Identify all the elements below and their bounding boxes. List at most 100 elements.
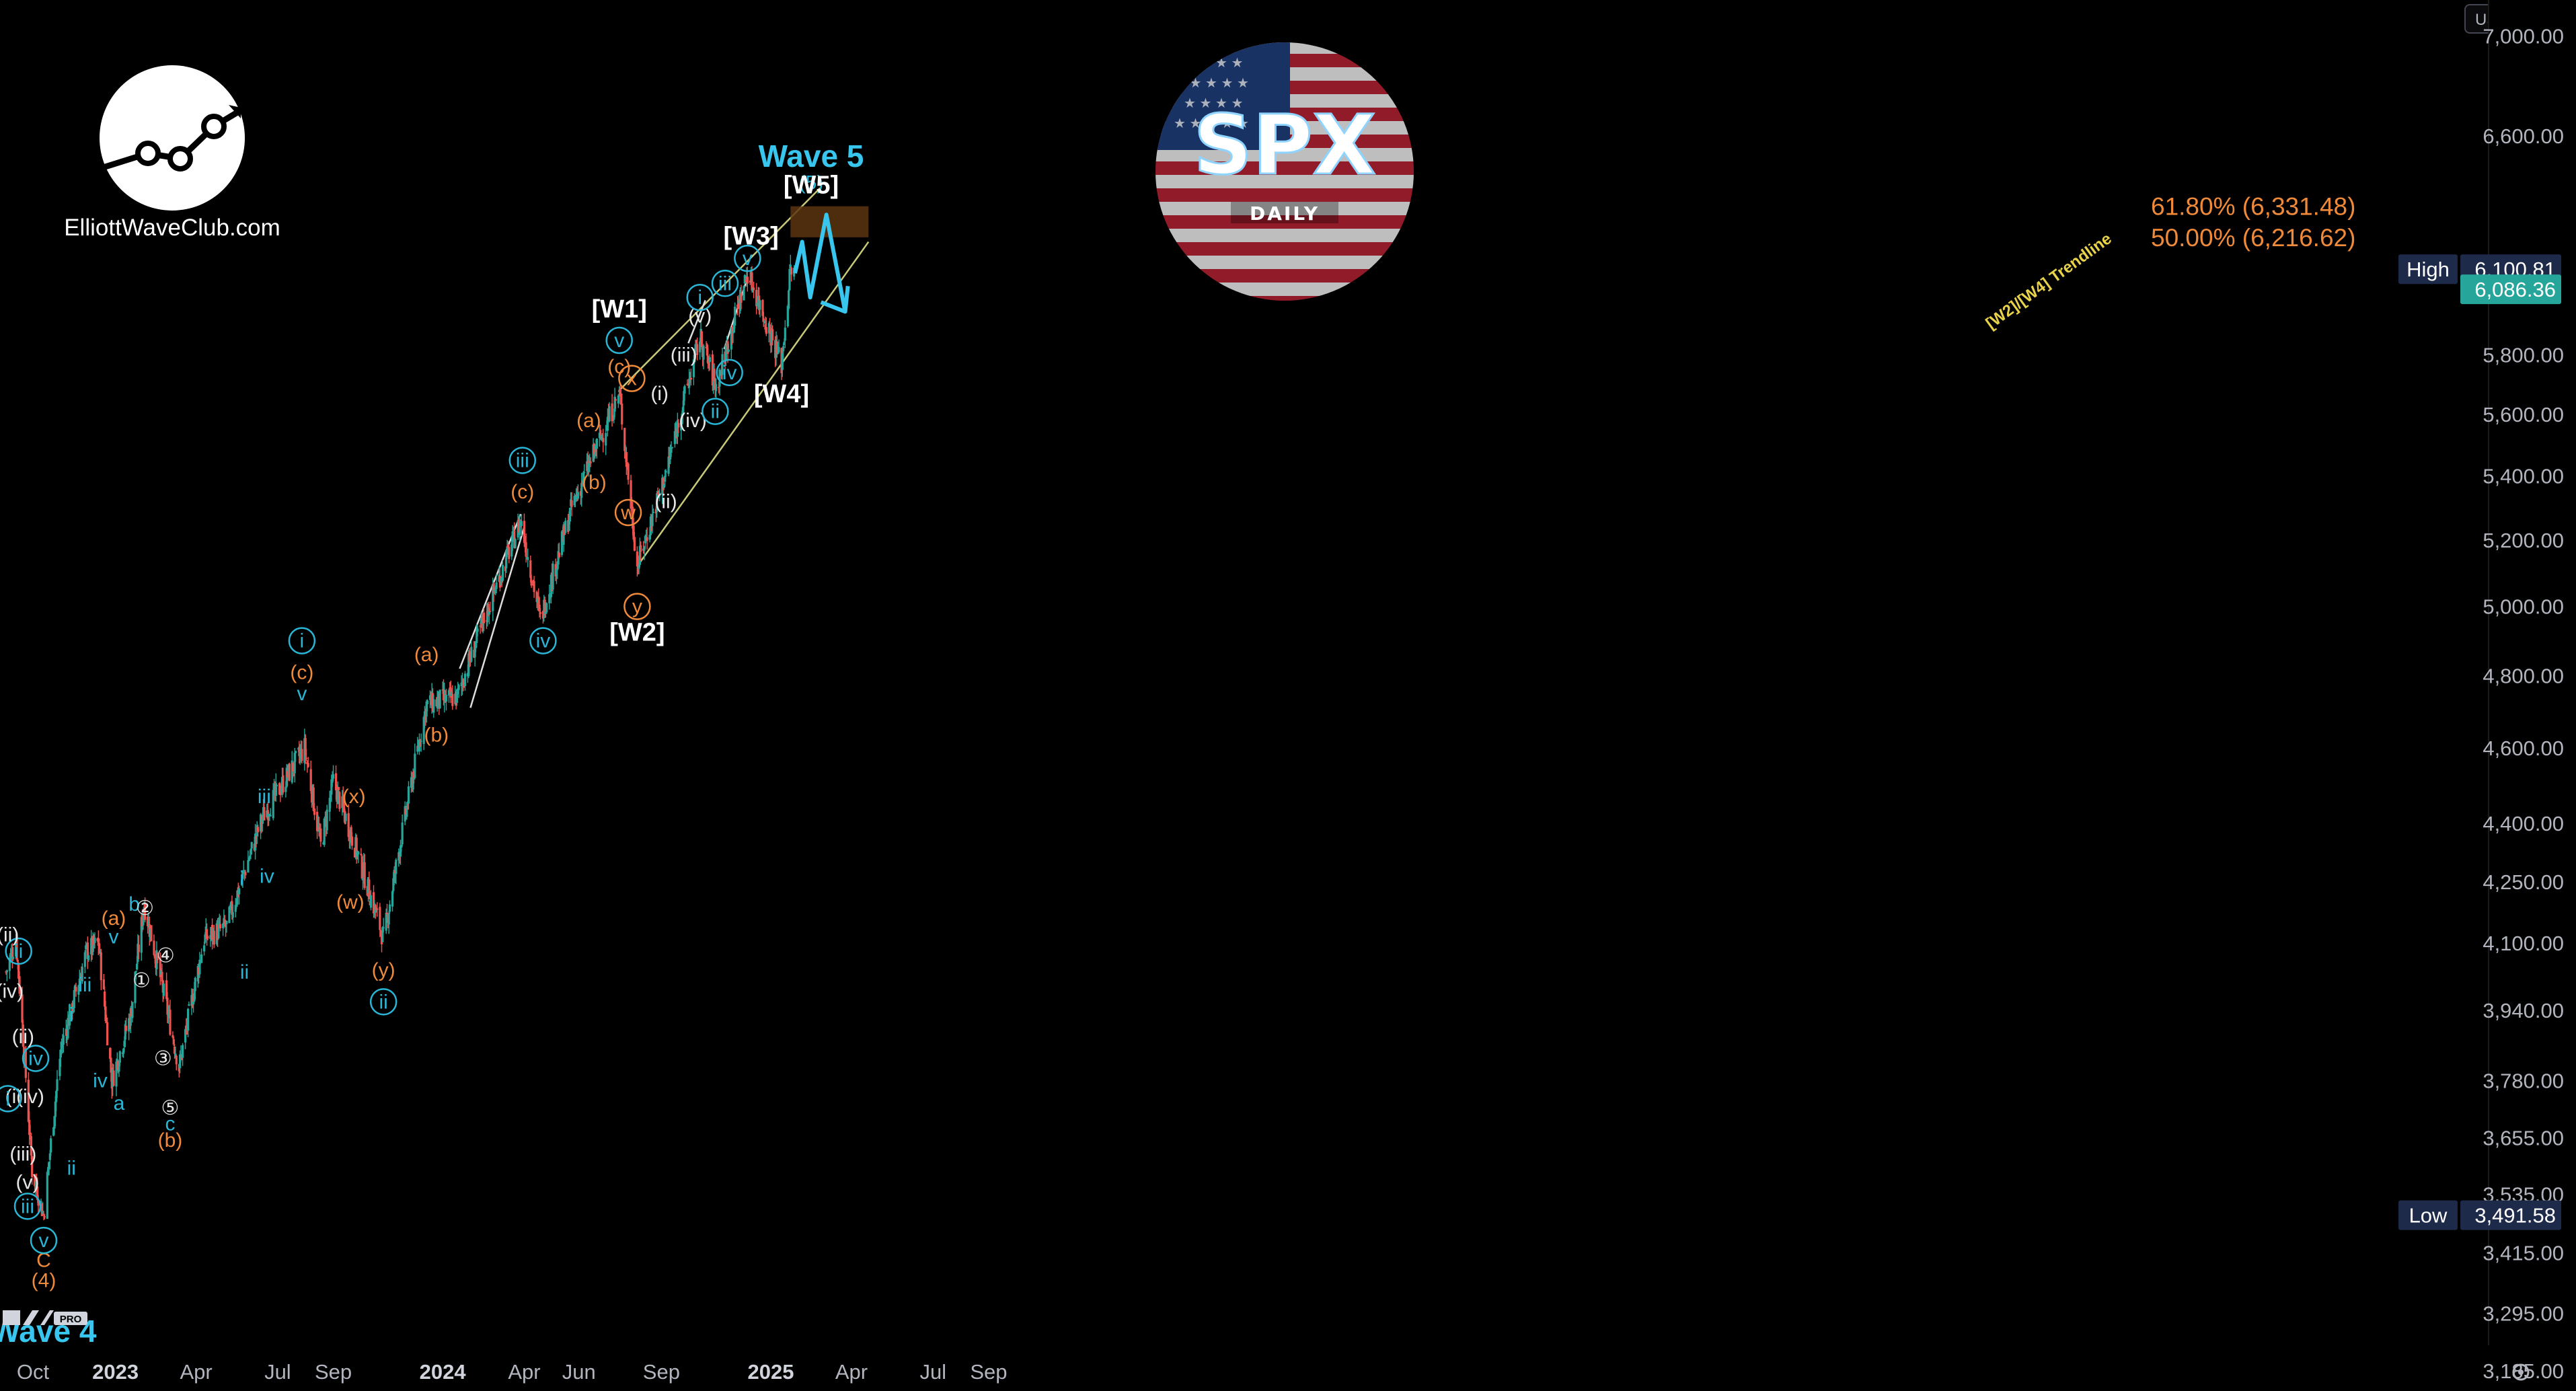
candle-body xyxy=(355,837,358,858)
candle-body xyxy=(376,908,379,910)
candle-body xyxy=(520,521,523,527)
candle-body xyxy=(651,513,654,527)
spx-badge: ★ ★ ★ ★ ★ ★ ★ ★ ★ ★ ★ ★ ★ ★ ★ ★ ★ ★ SPX … xyxy=(1156,42,1414,301)
candle-body xyxy=(309,769,312,791)
wave-label: ii xyxy=(379,991,388,1013)
candle-body xyxy=(280,789,282,793)
candle-body xyxy=(15,937,18,959)
brand-name: ElliottWaveClub.com xyxy=(64,215,280,241)
candle-body xyxy=(436,698,439,708)
candle-body xyxy=(43,1216,46,1217)
candle-body xyxy=(539,612,542,614)
candle-body xyxy=(727,349,730,352)
candle-body xyxy=(254,833,257,851)
candle-body xyxy=(688,379,691,388)
candle-body xyxy=(337,787,340,790)
candle-body xyxy=(781,353,784,370)
candle-body xyxy=(625,452,628,467)
wave-label-circle xyxy=(508,447,537,474)
candle-body xyxy=(332,774,335,779)
candle-body xyxy=(783,342,786,345)
candle-body xyxy=(608,406,611,422)
candle-body xyxy=(613,414,615,420)
candle-body xyxy=(387,913,390,925)
candle-body xyxy=(16,959,19,962)
time-axis[interactable]: Oct 2023 Apr Jul Sep 2024 Apr Jun Sep 2025 Apr Jul S… xyxy=(17,1360,2530,1384)
wave-label: (i) xyxy=(650,383,669,405)
wave-label: x xyxy=(627,368,637,390)
candle-body xyxy=(166,998,169,1015)
candle-body xyxy=(676,420,679,437)
wave-label: v xyxy=(614,330,624,352)
candle-body xyxy=(595,449,597,453)
candle-body xyxy=(350,827,352,839)
price-tick-label: 3,655.00 xyxy=(2483,1126,2564,1150)
wave-label: (c) xyxy=(290,661,313,683)
candle-body xyxy=(307,763,309,767)
candle-body xyxy=(224,925,227,928)
candle-body xyxy=(40,1204,43,1216)
time-tick-label: Apr xyxy=(180,1360,212,1384)
candle-body xyxy=(501,564,504,581)
candle-body xyxy=(163,983,165,996)
candle-body xyxy=(693,351,696,363)
candle-body xyxy=(179,1054,182,1069)
candle-body xyxy=(256,827,260,833)
price-axis[interactable]: 7,000.00 6,600.00 5,800.00 5,600.00 5,400.00… xyxy=(2483,0,2576,1391)
candle-body xyxy=(184,1029,187,1043)
time-tick-label: Apr xyxy=(835,1360,868,1384)
candle-body xyxy=(330,779,333,795)
major-wave-label: [W1] xyxy=(592,295,647,324)
projection-arrowhead xyxy=(820,285,850,314)
candle-body xyxy=(627,463,630,480)
candle-body xyxy=(250,849,252,853)
wave-label-circle xyxy=(686,283,714,311)
candle-body xyxy=(324,816,327,818)
wave-label: v xyxy=(38,1230,48,1252)
price-tick-label: 5,000.00 xyxy=(2483,595,2564,619)
candle-body xyxy=(732,324,735,333)
badge-ticker: SPX xyxy=(1193,98,1375,193)
candle-body xyxy=(69,1004,71,1026)
candle-body xyxy=(677,422,680,428)
wave-label: (a) xyxy=(414,644,439,666)
candle-body xyxy=(788,290,790,309)
candle-body xyxy=(31,1156,34,1178)
wave-label: w xyxy=(620,502,636,524)
candle-body xyxy=(192,1002,195,1005)
low-price-tag-value: 3,491.58 xyxy=(2474,1204,2556,1228)
low-price-tag-label: Low xyxy=(2409,1204,2448,1228)
candle-body xyxy=(619,389,621,397)
candle-body xyxy=(193,988,196,1002)
candle-body xyxy=(374,905,377,913)
wave-label: (ii) xyxy=(654,490,677,513)
wave-label-circle xyxy=(0,1085,22,1113)
wave-label-circle xyxy=(716,359,743,387)
price-tick-label: 5,200.00 xyxy=(2483,529,2564,552)
candle-body xyxy=(223,919,226,925)
major-wave-label: [W4] xyxy=(754,380,809,408)
candle-body xyxy=(605,433,607,446)
candle-body xyxy=(48,1153,51,1160)
candle-body xyxy=(476,628,479,632)
candle-body xyxy=(288,763,291,781)
candle-body xyxy=(734,306,736,326)
wave-label: iv xyxy=(722,362,737,384)
price-tick-label: 4,800.00 xyxy=(2483,665,2564,688)
candle-body xyxy=(8,957,11,971)
candle-body xyxy=(673,431,676,445)
wave-label: ③ xyxy=(154,1047,172,1069)
candle-body xyxy=(52,1127,55,1136)
candle-body xyxy=(788,268,791,291)
candle-body xyxy=(129,1008,132,1026)
candle-body xyxy=(445,694,448,702)
reset-scale-icon[interactable] xyxy=(2512,1363,2530,1381)
candle-body xyxy=(61,1044,64,1048)
candle-body xyxy=(689,377,692,380)
candle-body xyxy=(606,416,609,431)
candle-body xyxy=(317,826,320,832)
candle-body xyxy=(762,318,765,320)
candle-body xyxy=(643,546,646,551)
candle-body xyxy=(681,413,683,424)
candle-body xyxy=(391,891,394,907)
